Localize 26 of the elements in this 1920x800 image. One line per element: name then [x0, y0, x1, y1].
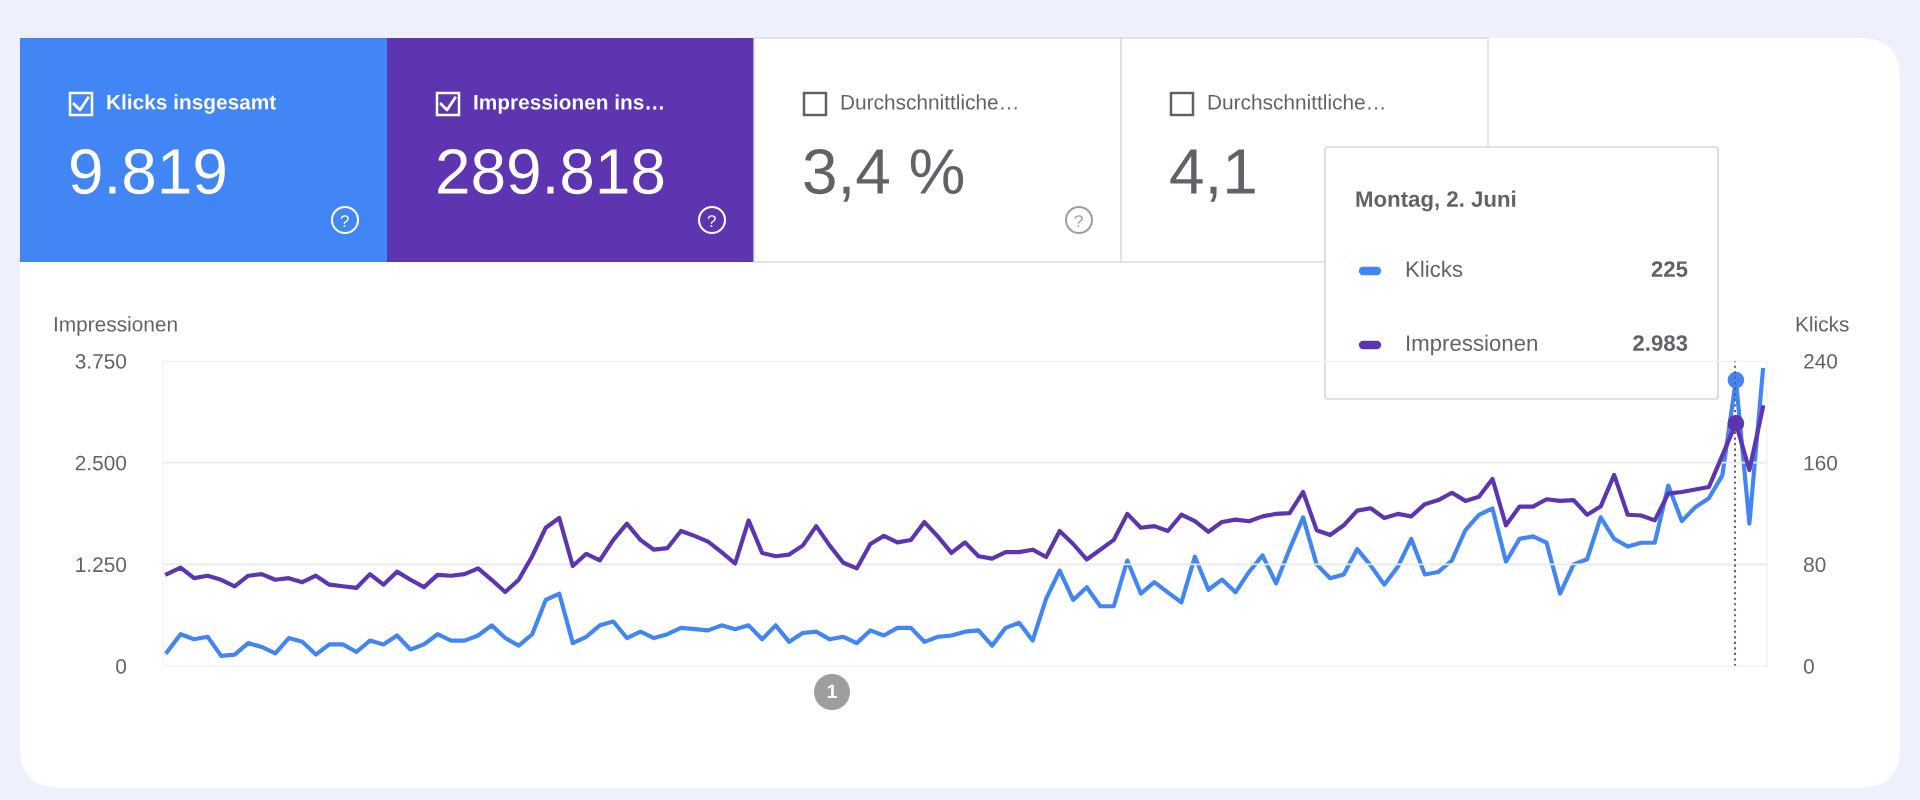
y2-tick-label: 0: [1803, 659, 1814, 674]
y-tick-label: 2.500: [75, 455, 127, 471]
line-series: [164, 405, 1766, 595]
text: 4,1: [1170, 149, 1255, 202]
y-tick-label: 1.250: [76, 557, 127, 573]
y2-tick-label: 240: [1804, 354, 1838, 369]
line-series: [164, 367, 1766, 658]
text: Montag, 2. Juni: [1356, 190, 1516, 212]
text: 2.983: [1633, 335, 1688, 351]
text: 9.819: [70, 148, 225, 195]
text: 1: [827, 684, 837, 699]
text: Durchschnittliche…: [841, 94, 1017, 110]
y2-axis-title: Klicks: [1796, 316, 1849, 332]
y-axis-title: Impressionen: [54, 316, 177, 336]
text: 3,4 %: [804, 148, 964, 202]
text: 225: [1651, 261, 1688, 277]
y-tick-label: 3.750: [75, 354, 127, 369]
y2-tick-label: 160: [1804, 455, 1838, 471]
y-tick-label: 0: [116, 659, 127, 674]
legend-label: Impressionen: [1407, 334, 1537, 356]
y2-tick-label: 80: [1804, 557, 1826, 573]
text: Durchschnittliche…: [1208, 94, 1384, 110]
legend-label: Klicks: [1406, 260, 1463, 277]
text: Klicks insgesamt: [107, 94, 276, 114]
text: Impressionen ins…: [474, 94, 663, 114]
text: 289.818: [438, 148, 664, 195]
